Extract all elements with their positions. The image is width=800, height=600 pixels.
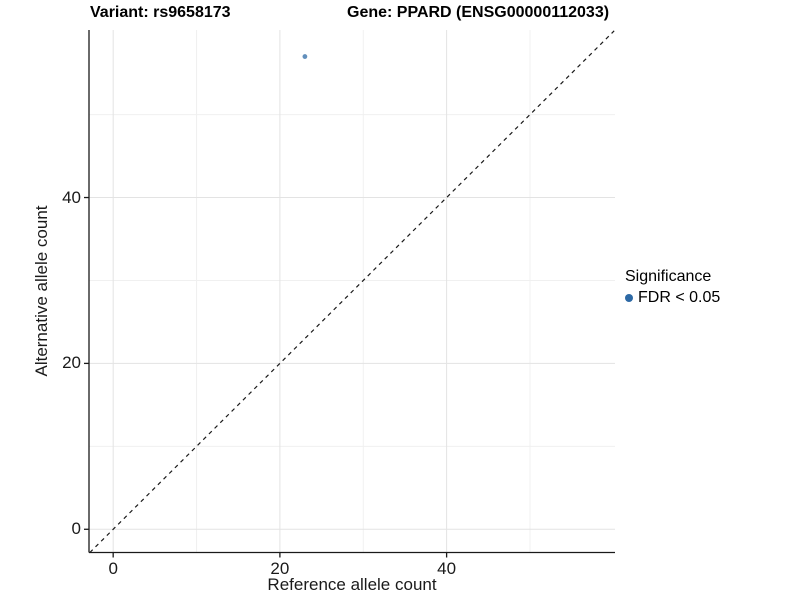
legend-item: FDR < 0.05 [625, 289, 720, 307]
y-axis-title: Alternative allele count [32, 205, 51, 377]
y-tick-label: 0 [71, 519, 81, 539]
x-tick-label: 20 [270, 558, 290, 578]
y-tick-label: 40 [62, 187, 81, 207]
plot-title-gene: Gene: PPARD (ENSG00000112033) [347, 4, 610, 21]
legend-title: Significance [625, 268, 712, 285]
x-tick-label: 40 [437, 558, 457, 578]
x-tick-label: 0 [108, 558, 118, 578]
data-point [302, 54, 308, 59]
identity-line [89, 30, 615, 553]
y-tick-label: 20 [62, 353, 81, 373]
plot-title-variant: Variant: rs9658173 [90, 4, 231, 21]
legend: Significance FDR < 0.05 [625, 268, 720, 307]
legend-point-icon [625, 294, 633, 302]
x-axis-title: Reference allele count [267, 575, 437, 594]
legend-item-label: FDR < 0.05 [638, 289, 721, 306]
